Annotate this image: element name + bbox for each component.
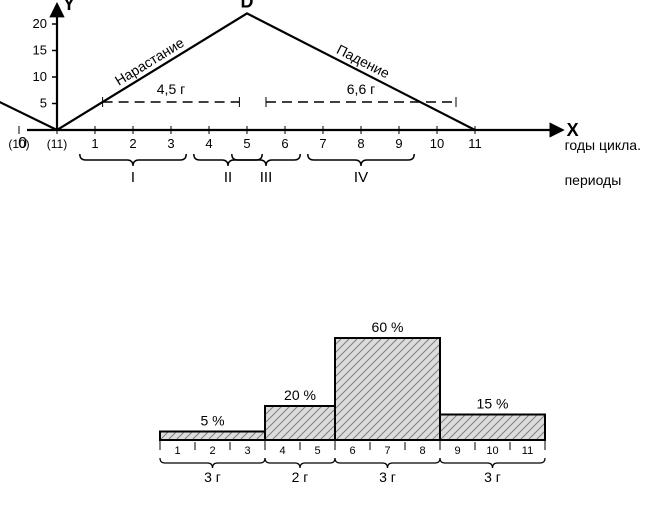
bar-tick-label: 10 (486, 445, 498, 457)
bar-duration-label: 3 г (484, 469, 501, 485)
period-label: III (260, 169, 273, 186)
x-tick-label: 5 (243, 136, 250, 151)
bar-duration-label: 3 г (379, 469, 396, 485)
x-tick-label: 8 (357, 136, 364, 151)
x-tick-label: 3 (167, 136, 174, 151)
bar-duration-label: 3 г (204, 469, 221, 485)
bar-duration-label: 2 г (292, 469, 309, 485)
x-tick-label: 9 (395, 136, 402, 151)
bar-tick-label: 6 (349, 445, 355, 457)
bar (160, 432, 265, 441)
x-tick-label: (11) (47, 137, 67, 151)
bar-tick-label: 5 (314, 445, 320, 457)
y-tick-label: 20 (33, 16, 47, 31)
x-tick-label: 2 (129, 136, 136, 151)
period-label: II (224, 169, 232, 186)
x-tick-label: 6 (281, 136, 288, 151)
peak-label: D (241, 0, 254, 11)
span-brackets (103, 97, 456, 107)
cycle-series-line (0, 13, 475, 130)
x-caption-years: годы цикла. (565, 137, 641, 153)
bar-tick-label: 8 (419, 445, 425, 457)
x-tick-label: 1 (91, 136, 98, 151)
period-label: IV (354, 169, 368, 186)
x-tick-label: 11 (468, 136, 482, 151)
cycle-line-chart: Y D X 0 годы цикла. периоды Нарастание П… (0, 0, 641, 188)
span-label-right: 6,6 г (347, 81, 375, 97)
x-tick-label: 4 (205, 136, 212, 151)
bar-pct-label: 15 % (477, 396, 509, 412)
x-tick-label: 10 (430, 136, 444, 151)
bar-pct-label: 60 % (372, 319, 404, 335)
bar-tick-label: 9 (454, 445, 460, 457)
bar-pct-label: 5 % (200, 413, 224, 429)
bar-tick-label: 1 (174, 445, 180, 457)
bar-pct-label: 20 % (284, 387, 316, 403)
y-tick-label: 10 (33, 69, 47, 84)
bar-tick-label: 3 (244, 445, 250, 457)
bar (335, 338, 440, 440)
y-ticks: 5 10 15 20 (33, 16, 57, 111)
bar (265, 406, 335, 440)
bar-tick-label: 2 (209, 445, 215, 457)
x-tick-label: 7 (319, 136, 326, 151)
bar-tick-label: 7 (384, 445, 390, 457)
x-tick-label: (10) (8, 137, 29, 151)
y-tick-label: 15 (33, 43, 47, 58)
period-brackets: IIIIIIIV (80, 154, 414, 186)
y-axis-label: Y (63, 0, 75, 14)
bar-tick-label: 11 (522, 445, 533, 457)
bar-tick-label: 4 (279, 445, 285, 457)
y-tick-label: 5 (40, 96, 47, 111)
period-label: I (131, 169, 135, 186)
bar (440, 415, 545, 441)
span-label-left: 4,5 г (157, 81, 185, 97)
x-caption-periods: периоды (565, 172, 622, 188)
frequency-bar-chart: 5 % 1 2 3 3 г 20 % 4 5 2 г 60 % 6 7 8 3 г 15 % 9 10 11 3 г (160, 319, 545, 485)
